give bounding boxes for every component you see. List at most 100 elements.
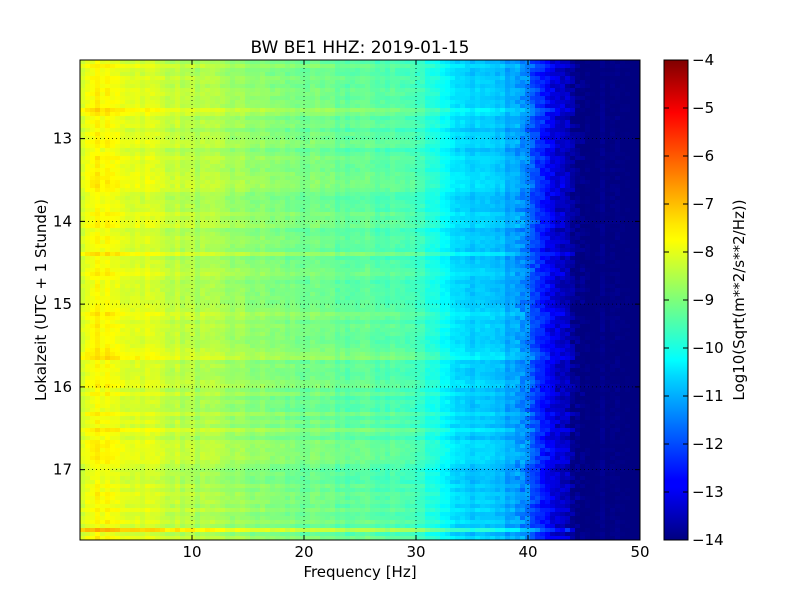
heatmap-cell bbox=[610, 168, 616, 173]
heatmap-cell bbox=[380, 140, 386, 145]
heatmap-cell bbox=[305, 72, 311, 77]
heatmap-cell bbox=[140, 64, 146, 69]
heatmap-cell bbox=[555, 68, 561, 73]
heatmap-cell bbox=[445, 192, 451, 197]
heatmap-cell bbox=[130, 108, 136, 113]
heatmap-cell bbox=[320, 84, 326, 89]
heatmap-cell bbox=[525, 88, 531, 93]
heatmap-cell bbox=[200, 100, 206, 105]
heatmap-cell bbox=[495, 228, 501, 233]
heatmap-cell bbox=[365, 92, 371, 97]
heatmap-cell bbox=[375, 132, 381, 137]
heatmap-cell bbox=[340, 228, 346, 233]
heatmap-cell bbox=[155, 124, 161, 129]
heatmap-cell bbox=[405, 144, 411, 149]
heatmap-cell bbox=[205, 112, 211, 117]
heatmap-cell bbox=[245, 220, 251, 225]
heatmap-cell bbox=[395, 224, 401, 229]
heatmap-cell bbox=[425, 152, 431, 157]
heatmap-cell bbox=[405, 184, 411, 189]
heatmap-cell bbox=[375, 88, 381, 93]
heatmap-cell bbox=[145, 224, 151, 229]
heatmap-cell bbox=[530, 92, 536, 97]
heatmap-cell bbox=[605, 140, 611, 145]
heatmap-cell bbox=[110, 80, 116, 85]
heatmap-cell bbox=[260, 216, 266, 221]
heatmap-cell bbox=[95, 72, 101, 77]
heatmap-cell bbox=[365, 100, 371, 105]
heatmap-cell bbox=[425, 112, 431, 117]
heatmap-cell bbox=[190, 148, 196, 153]
heatmap-cell bbox=[260, 128, 266, 133]
heatmap-cell bbox=[270, 152, 276, 157]
heatmap-cell bbox=[305, 204, 311, 209]
heatmap-cell bbox=[130, 208, 136, 213]
heatmap-cell bbox=[465, 164, 471, 169]
heatmap-cell bbox=[370, 168, 376, 173]
heatmap-cell bbox=[535, 188, 541, 193]
heatmap-cell bbox=[180, 204, 186, 209]
heatmap-cell bbox=[150, 120, 156, 125]
heatmap-cell bbox=[325, 192, 331, 197]
heatmap-cell bbox=[525, 184, 531, 189]
heatmap-cell bbox=[150, 84, 156, 89]
heatmap-cell bbox=[300, 160, 306, 165]
heatmap-cell bbox=[595, 180, 601, 185]
heatmap-cell bbox=[380, 220, 386, 225]
heatmap-cell bbox=[190, 236, 196, 241]
heatmap-cell bbox=[410, 232, 416, 237]
heatmap-cell bbox=[600, 208, 606, 213]
heatmap-cell bbox=[305, 200, 311, 205]
heatmap-cell bbox=[515, 200, 521, 205]
heatmap-cell bbox=[95, 136, 101, 141]
heatmap-cell bbox=[170, 184, 176, 189]
heatmap-cell bbox=[565, 200, 571, 205]
heatmap-cell bbox=[315, 100, 321, 105]
heatmap-cell bbox=[295, 116, 301, 121]
heatmap-cell bbox=[255, 96, 261, 101]
heatmap-cell bbox=[310, 88, 316, 93]
heatmap-cell bbox=[355, 124, 361, 129]
heatmap-cell bbox=[395, 68, 401, 73]
heatmap-cell bbox=[200, 132, 206, 137]
heatmap-cell bbox=[475, 204, 481, 209]
heatmap-cell bbox=[575, 172, 581, 177]
heatmap-cell bbox=[140, 60, 146, 65]
heatmap-cell bbox=[150, 148, 156, 153]
heatmap-cell bbox=[280, 96, 286, 101]
heatmap-cell bbox=[450, 200, 456, 205]
heatmap-cell bbox=[430, 232, 436, 237]
heatmap-cell bbox=[605, 160, 611, 165]
heatmap-cell bbox=[105, 120, 111, 125]
heatmap-cell bbox=[330, 192, 336, 197]
heatmap-cell bbox=[595, 60, 601, 65]
heatmap-cell bbox=[235, 140, 241, 145]
heatmap-cell bbox=[445, 84, 451, 89]
heatmap-cell bbox=[455, 160, 461, 165]
heatmap-cell bbox=[255, 180, 261, 185]
heatmap-cell bbox=[575, 220, 581, 225]
heatmap-cell bbox=[110, 68, 116, 73]
heatmap-cell bbox=[90, 200, 96, 205]
heatmap-cell bbox=[105, 164, 111, 169]
heatmap-cell bbox=[595, 176, 601, 181]
heatmap-cell bbox=[310, 232, 316, 237]
heatmap-cell bbox=[140, 236, 146, 241]
heatmap-cell bbox=[110, 176, 116, 181]
heatmap-cell bbox=[275, 124, 281, 129]
heatmap-cell bbox=[635, 188, 640, 193]
heatmap-cell bbox=[615, 204, 621, 209]
heatmap-cell bbox=[365, 188, 371, 193]
heatmap-cell bbox=[460, 172, 466, 177]
heatmap-cell bbox=[560, 136, 566, 141]
heatmap-cell bbox=[130, 236, 136, 241]
heatmap-cell bbox=[485, 136, 491, 141]
heatmap-cell bbox=[350, 172, 356, 177]
heatmap-cell bbox=[595, 116, 601, 121]
heatmap-cell bbox=[315, 204, 321, 209]
heatmap-cell bbox=[600, 60, 606, 65]
heatmap-cell bbox=[475, 164, 481, 169]
heatmap-cell bbox=[560, 216, 566, 221]
heatmap-cell bbox=[400, 104, 406, 109]
heatmap-cell bbox=[365, 76, 371, 81]
